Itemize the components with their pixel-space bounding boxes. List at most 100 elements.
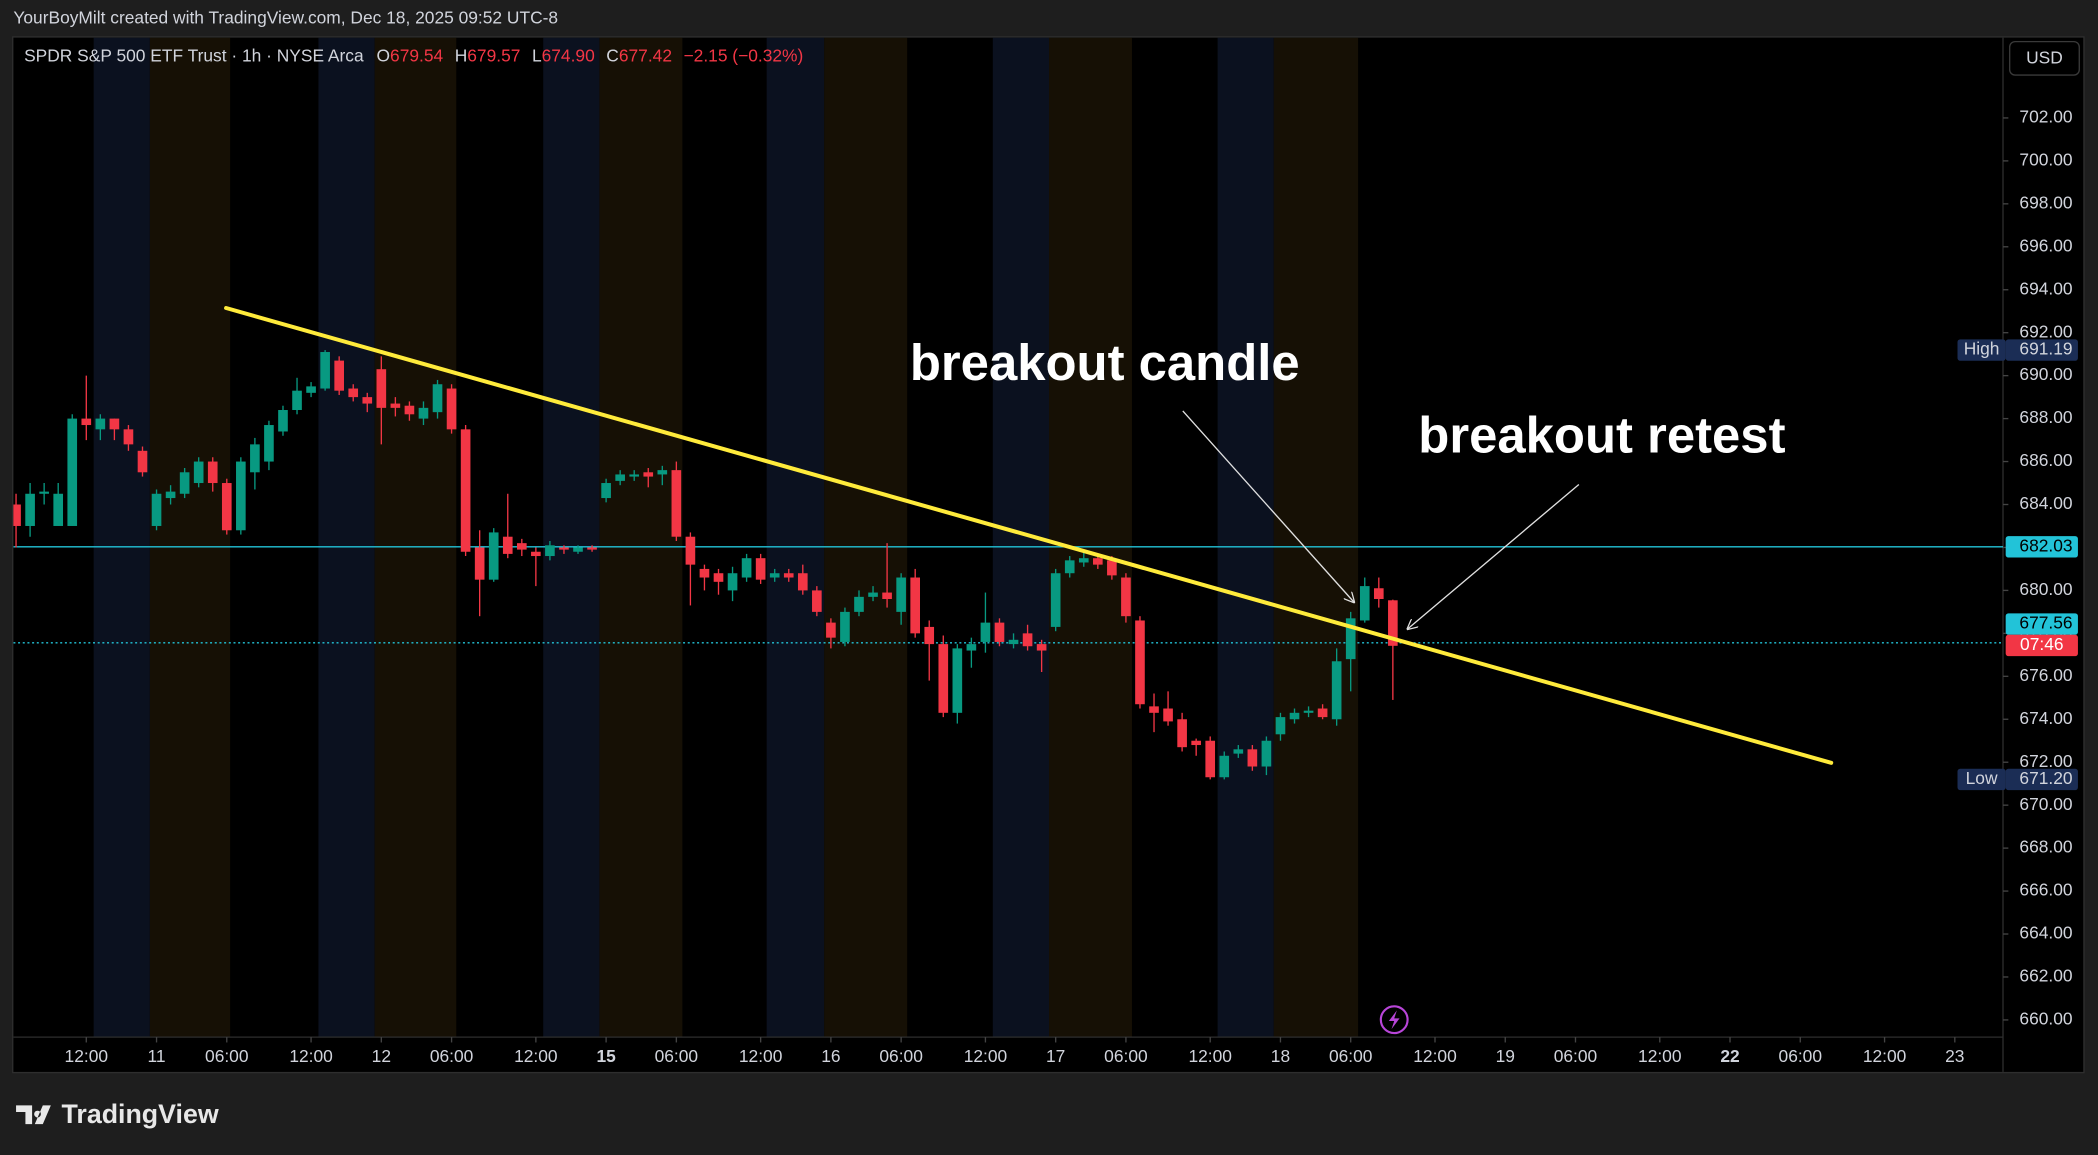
x-tick-label: 15 — [596, 1046, 616, 1066]
candle-body — [306, 386, 316, 393]
candle-body — [910, 577, 921, 634]
candle-body — [924, 626, 935, 645]
extreme-value-box — [2005, 768, 2078, 791]
o-label: O — [377, 45, 391, 65]
alert-bolt — [1388, 1010, 1400, 1030]
candle-body — [1233, 749, 1244, 754]
candle-body — [601, 483, 611, 499]
candle-body — [1135, 620, 1145, 705]
candle-body — [390, 403, 401, 408]
candle-body — [1359, 586, 1370, 621]
candle-body — [868, 592, 878, 597]
candle-body — [362, 397, 373, 404]
candle-body — [1191, 740, 1201, 746]
x-tick-label: 06:00 — [655, 1046, 698, 1066]
y-tick-label: 662.00 — [2019, 966, 2072, 986]
candle-body — [1177, 719, 1187, 748]
candle-body — [179, 472, 190, 494]
candle-body — [994, 622, 1005, 642]
candle-body — [1078, 558, 1089, 563]
candle-body — [1022, 633, 1033, 647]
candle-body — [236, 461, 246, 531]
candle-body — [727, 573, 738, 591]
candle-body — [966, 644, 977, 651]
candle-body — [432, 384, 443, 413]
candle-body — [1331, 661, 1342, 720]
afterhours-band — [1273, 37, 1359, 1038]
candle-body — [1107, 560, 1117, 576]
candle-body — [1388, 600, 1398, 646]
x-tick-label: 12:00 — [289, 1046, 332, 1066]
candle-body — [460, 429, 471, 552]
candle-body — [812, 590, 822, 612]
candle-body — [1121, 577, 1131, 617]
candle-body — [629, 474, 640, 477]
currency-button[interactable] — [2009, 40, 2080, 76]
x-tick-label: 12:00 — [1863, 1046, 1906, 1066]
x-tick-label: 16 — [821, 1046, 840, 1066]
c-value: 677.42 — [619, 45, 672, 65]
x-tick-label: 22 — [1720, 1046, 1739, 1066]
marks — [13, 305, 2004, 780]
candle-body — [685, 536, 696, 565]
c-label: C — [606, 45, 619, 65]
x-tick-label: 12:00 — [65, 1046, 108, 1066]
candle-body — [1317, 708, 1328, 718]
x-tick-label: 11 — [148, 1046, 166, 1066]
countdown-box — [2005, 634, 2078, 657]
y-tick-label: 670.00 — [2019, 794, 2072, 814]
afterhours-band — [599, 37, 683, 1038]
extreme-value-box — [2005, 339, 2078, 361]
x-tick-label: 19 — [1496, 1046, 1515, 1066]
annotation-arrow — [1182, 410, 1354, 602]
credit: YourBoyMilt created with TradingView.com… — [13, 7, 558, 27]
y-tick-label: 698.00 — [2019, 192, 2072, 212]
y-tick-label: 676.00 — [2019, 665, 2072, 685]
y-tick-label: 660.00 — [2019, 1009, 2072, 1029]
extreme-value: 671.20 — [2019, 768, 2072, 788]
l-value: 674.90 — [542, 45, 595, 65]
candle-body — [657, 470, 668, 475]
candle-body — [95, 418, 106, 430]
x-tick-label: 06:00 — [1779, 1046, 1822, 1066]
candle-body — [516, 543, 527, 550]
y-tick-label: 674.00 — [2019, 708, 2072, 728]
candle-body — [1219, 755, 1230, 778]
x-tick-label: 06:00 — [430, 1046, 473, 1066]
price-label-box — [2005, 613, 2078, 635]
candle-body — [488, 532, 499, 580]
candle-body — [320, 352, 330, 389]
currency[interactable]: USD — [2026, 48, 2063, 68]
extreme-name: High — [1964, 339, 2000, 359]
candle-body — [1275, 717, 1286, 735]
candle-body — [559, 547, 569, 550]
o-value: 679.54 — [390, 45, 443, 65]
candle-body — [1289, 712, 1300, 720]
candle-body — [1247, 749, 1258, 767]
x-tick-label: 23 — [1945, 1046, 1964, 1066]
x-tick-label: 17 — [1046, 1046, 1065, 1066]
candle-body — [587, 547, 597, 550]
candle-body — [39, 491, 49, 494]
candle-body — [81, 418, 92, 426]
candle-body — [165, 491, 176, 499]
candle-body — [123, 429, 134, 445]
candle-body — [404, 405, 415, 415]
x-tick-label: 06:00 — [1104, 1046, 1147, 1066]
candle-body — [250, 444, 260, 473]
h-label: H — [455, 45, 468, 65]
alert-icon[interactable] — [1379, 1005, 1409, 1035]
premarket-band — [318, 37, 375, 1038]
x-tick-label: 12:00 — [964, 1046, 1007, 1066]
candle-body — [1008, 639, 1019, 645]
logo: TradingView — [16, 1099, 219, 1129]
candle-body — [713, 573, 724, 582]
candle-body — [643, 472, 654, 477]
candle-body — [531, 551, 541, 557]
candle-body — [334, 360, 344, 391]
candle-body — [573, 547, 583, 552]
x-tick-label: 12:00 — [1188, 1046, 1231, 1066]
extreme-name-box — [1957, 339, 2006, 361]
candle-body — [699, 568, 710, 578]
countdown: 07:46 — [2020, 634, 2063, 654]
